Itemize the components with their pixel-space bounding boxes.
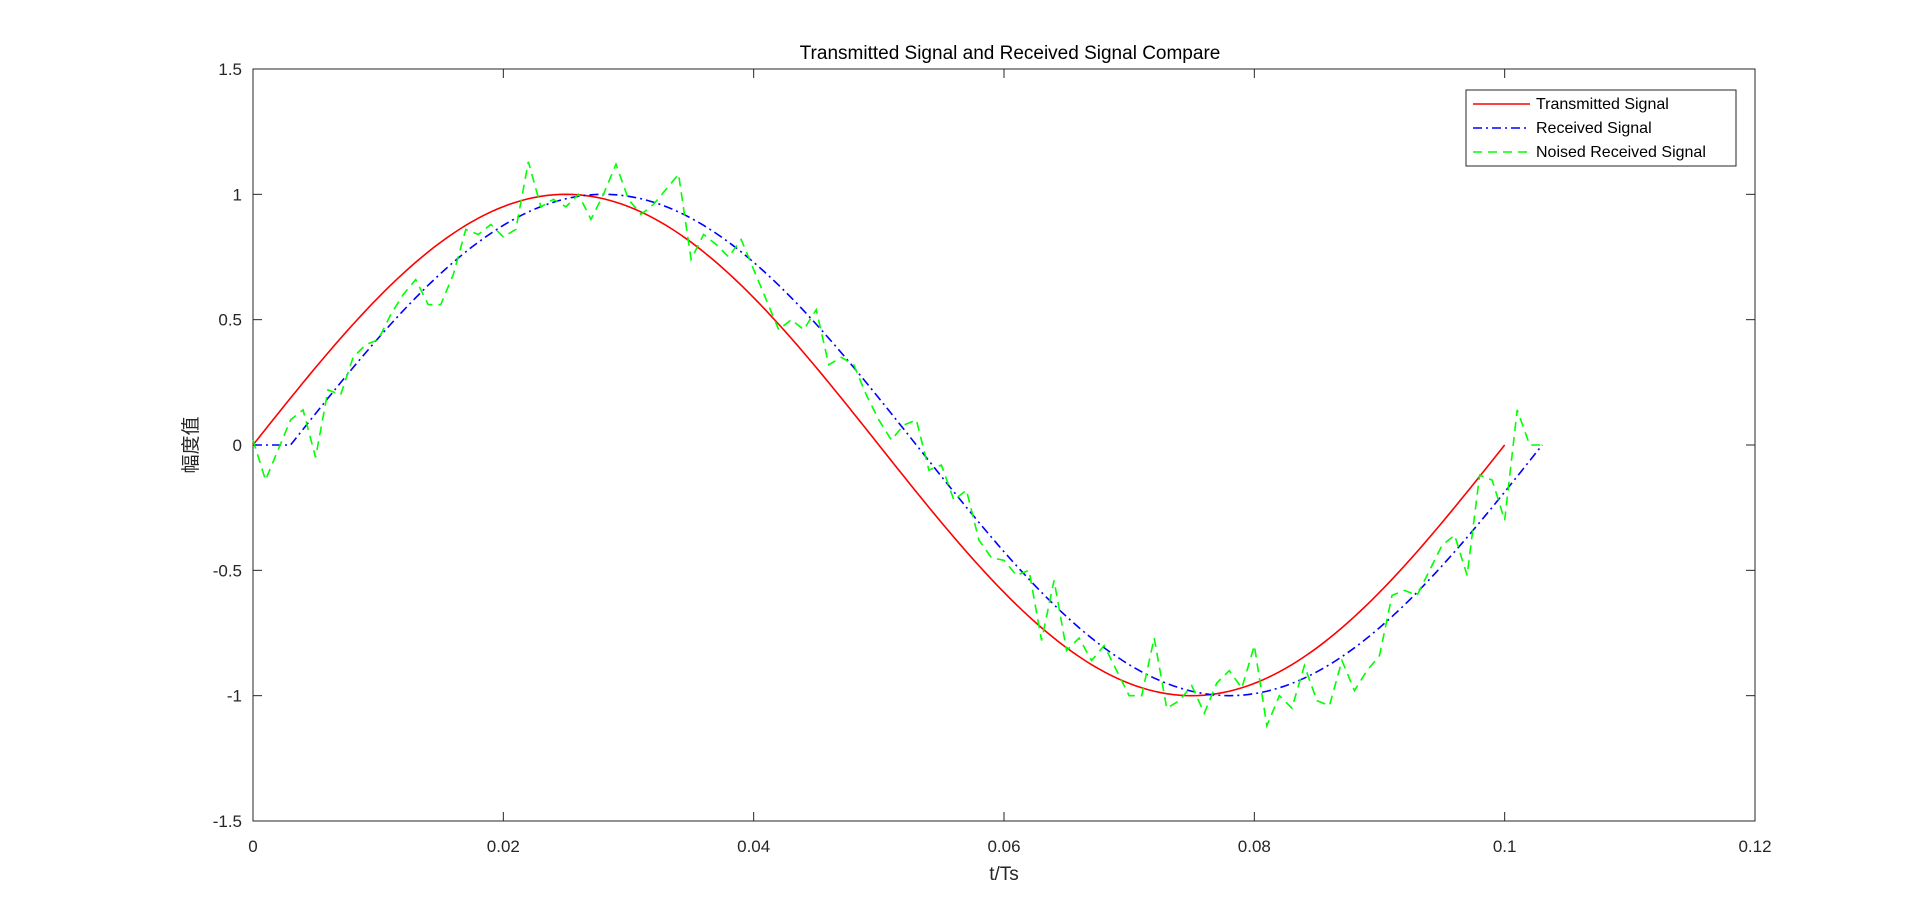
y-axis-label: 幅度值 (180, 416, 202, 473)
y-tick-label: 0 (233, 436, 242, 455)
legend-label: Transmitted Signal (1536, 96, 1669, 113)
x-tick-label: 0.1 (1493, 837, 1517, 856)
x-tick-label: 0.12 (1738, 837, 1771, 856)
x-axis-label: t/Ts (989, 864, 1019, 885)
y-tick-label: 1.5 (218, 60, 242, 79)
series-line-1 (252, 193, 1506, 697)
x-tick-label: 0.04 (737, 837, 770, 856)
y-tick-label: -1.5 (213, 812, 242, 831)
x-tick-label: 0 (248, 837, 257, 856)
y-tick-label: 0.5 (218, 311, 242, 330)
x-axis-ticks: 0 0.02 0.04 0.06 0.08 0.1 0.12 (248, 69, 1772, 856)
chart-title: Transmitted Signal and Received Signal C… (800, 43, 1221, 64)
y-tick-label: -1 (227, 687, 242, 706)
x-tick-label: 0.06 (987, 837, 1020, 856)
legend-label: Noised Received Signal (1536, 144, 1706, 161)
plot-area (252, 68, 1756, 822)
axes-box (252, 68, 1756, 822)
y-tick-label: -0.5 (213, 561, 242, 580)
series-line-2 (253, 193, 1543, 697)
series-layer (252, 161, 1543, 729)
legend-label: Received Signal (1536, 120, 1652, 137)
series-line-3 (252, 161, 1543, 729)
legend: Transmitted Signal Received Signal Noised … (1465, 89, 1737, 167)
y-tick-label: 1 (233, 185, 242, 204)
x-tick-label: 0.02 (487, 837, 520, 856)
x-tick-label: 0.08 (1238, 837, 1271, 856)
